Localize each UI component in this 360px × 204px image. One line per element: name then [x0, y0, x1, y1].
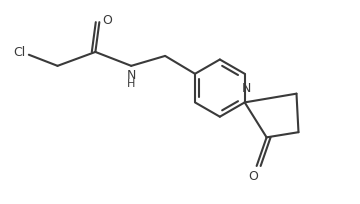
Text: Cl: Cl	[13, 46, 26, 59]
Text: N: N	[242, 82, 251, 95]
Text: O: O	[103, 14, 112, 27]
Text: H: H	[127, 79, 135, 89]
Text: N: N	[127, 69, 136, 82]
Text: O: O	[248, 170, 258, 183]
